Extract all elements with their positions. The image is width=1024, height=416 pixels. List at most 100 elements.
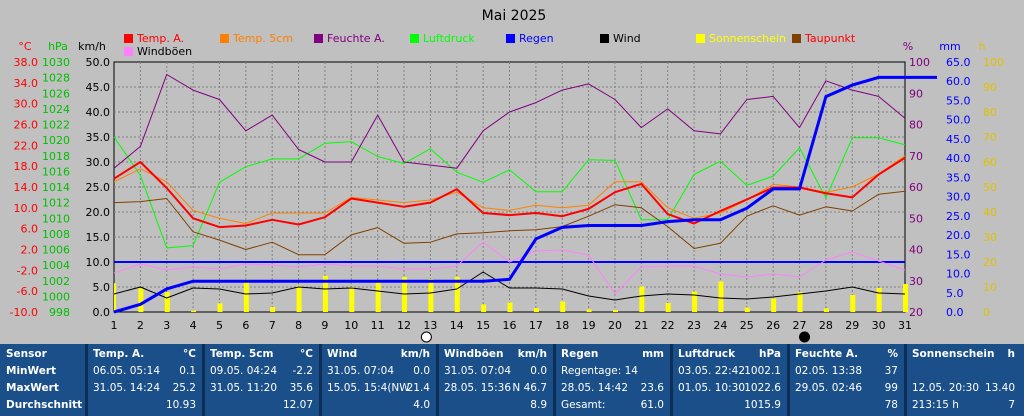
sunshine-bars [114, 275, 908, 312]
sunshine-bar [322, 275, 328, 312]
tick-label: 10.0 [86, 256, 111, 269]
x-tick-label: 25 [740, 319, 754, 332]
stats-max-value: 23.6 [640, 382, 664, 394]
x-tick-label: 26 [766, 319, 780, 332]
stats-title: Temp. A. [93, 348, 145, 360]
sunshine-bar [481, 304, 487, 312]
plot-area: 38.034.030.026.022.018.014.010.06.02.0-2… [10, 56, 1004, 343]
tick-label: 70 [983, 131, 997, 144]
tick-label: 1012 [42, 197, 70, 210]
legend-label: Wind [613, 32, 641, 45]
stats-title: Wind [327, 348, 358, 360]
stats-max-time: 15.05. 15:4(NW [327, 382, 410, 394]
sunshine-bar [797, 292, 803, 312]
tick-label: 2.0 [21, 244, 39, 257]
tick-label: 0 [983, 306, 990, 319]
stats-avg-value: 12.07 [282, 399, 313, 411]
legend-label: Regen [519, 32, 554, 45]
stats-max-value: 99 [884, 382, 898, 394]
stats-max-time: 28.05. 14:42 [561, 382, 628, 394]
stats-min-value: 0.1 [179, 365, 196, 377]
tick-label: 5.0 [93, 281, 111, 294]
tick-label: 65.0 [946, 56, 971, 69]
sunshine-bar [375, 282, 381, 312]
sunshine-bar [586, 309, 592, 312]
tick-label: 1018 [42, 150, 70, 163]
stats-panel: Temp. A. °C 06.05. 05:14 0.1 31.05. 14:24 25.… [88, 344, 202, 416]
tick-label: 20 [909, 306, 923, 319]
legend-swatch [506, 34, 515, 43]
x-tick-label: 2 [137, 319, 144, 332]
tick-label: 80 [983, 106, 997, 119]
x-tick-label: 3 [163, 319, 170, 332]
stats-separator [787, 344, 790, 416]
stats-avg-value: 78 [884, 399, 898, 411]
x-tick-label: 18 [555, 319, 569, 332]
stats-max-time: 12.05. 20:30 [912, 382, 979, 394]
stats-separator [553, 344, 556, 416]
legend-swatch [792, 34, 801, 43]
sunshine-bar [507, 302, 513, 312]
x-tick-label: 29 [845, 319, 859, 332]
tick-label: 10 [983, 281, 997, 294]
tick-label: 100 [909, 56, 930, 69]
legend-swatch [696, 34, 705, 43]
axis-unit-hpa: hPa [48, 40, 68, 53]
tick-label: 1028 [42, 72, 70, 85]
stats-min-time: 06.05. 05:14 [93, 365, 160, 377]
wind-line [113, 271, 906, 301]
tick-label: 5.0 [946, 287, 964, 300]
stats-panel: Regen mm Regentage: 14 28.05. 14:42 23.6 Gesa… [556, 344, 670, 416]
legend-label: Sonnenschein [709, 32, 786, 45]
axis-unit-mm: mm [939, 40, 960, 53]
stats-avg-value: 4.0 [413, 399, 430, 411]
x-tick-label: 5 [216, 319, 223, 332]
sunshine-bar [402, 277, 408, 312]
x-tick-label: 15 [476, 319, 490, 332]
stats-separator [436, 344, 439, 416]
sunshine-bar [138, 288, 144, 312]
stats-max-value: 21.4 [406, 382, 430, 394]
tick-label: 1016 [42, 165, 70, 178]
x-tick-label: 8 [295, 319, 302, 332]
tick-label: 1030 [42, 56, 70, 69]
tick-label: 1008 [42, 228, 70, 241]
stats-min-time: 02.05. 13:38 [795, 365, 862, 377]
tick-label: 40 [909, 244, 923, 257]
tick-label: 1006 [42, 244, 70, 257]
x-tick-label: 1 [111, 319, 118, 332]
stats-avg-value: 8.9 [530, 399, 547, 411]
stats-min-time: 09.05. 04:24 [210, 365, 277, 377]
x-tick-label: 9 [321, 319, 328, 332]
rain-axis: 65.0 60.0 55.0 50.0 45.0 40.0 35.0 30.0 25.0 20.0… [946, 56, 971, 319]
stats-unit: hPa [759, 348, 781, 360]
stats-panel: Wind km/h 31.05. 07:04 0.0 15.05. 15:4(NW 21.… [322, 344, 436, 416]
stats-max-value: 25.2 [172, 382, 196, 394]
x-tick-label: 20 [608, 319, 622, 332]
tick-label: 60 [909, 181, 923, 194]
tick-label: 20.0 [86, 206, 111, 219]
sunshine-bar [744, 307, 750, 312]
legend-swatch [220, 34, 229, 43]
tick-label: 35.0 [86, 131, 111, 144]
x-axis: 1 2 3 4 5 6 7 8 9 10 11 12 13 14 15 16 17 18 19 20 21 22 23 24 2… [111, 319, 912, 343]
sunshine-bar [692, 291, 698, 312]
legend-label: Temp. 5cm [232, 32, 293, 45]
stats-max-value: 13.40 [984, 382, 1015, 394]
pressure-line [113, 136, 906, 249]
stats-panel: Luftdruck hPa 03.05. 22:42 1002.1 01.05. 10:… [673, 344, 787, 416]
tick-label: 35.0 [946, 171, 971, 184]
tick-label: 1026 [42, 87, 70, 100]
tick-label: 6.0 [21, 223, 39, 236]
x-tick-label: 13 [423, 319, 437, 332]
x-tick-label: 27 [793, 319, 807, 332]
stats-avg-value: 10.93 [165, 399, 196, 411]
tick-label: -10.0 [10, 306, 38, 319]
axis-unit-temp: °C [18, 40, 32, 53]
tick-label: 1022 [42, 119, 70, 132]
legend-swatch [124, 34, 133, 43]
humidity-line [113, 74, 906, 169]
tick-label: 20 [983, 256, 997, 269]
chart-title: Mai 2025 [482, 8, 547, 24]
